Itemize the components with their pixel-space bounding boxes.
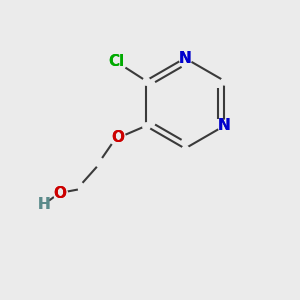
- Text: O: O: [53, 185, 66, 200]
- Text: H: H: [38, 196, 50, 211]
- Text: Cl: Cl: [109, 54, 125, 69]
- Text: N: N: [218, 118, 230, 134]
- Text: N: N: [218, 118, 230, 134]
- Text: N: N: [178, 51, 191, 66]
- Text: Cl: Cl: [109, 54, 125, 69]
- Text: O: O: [112, 130, 124, 145]
- Text: H: H: [38, 196, 50, 211]
- Text: N: N: [178, 51, 191, 66]
- Text: O: O: [112, 130, 124, 145]
- Text: O: O: [53, 185, 66, 200]
